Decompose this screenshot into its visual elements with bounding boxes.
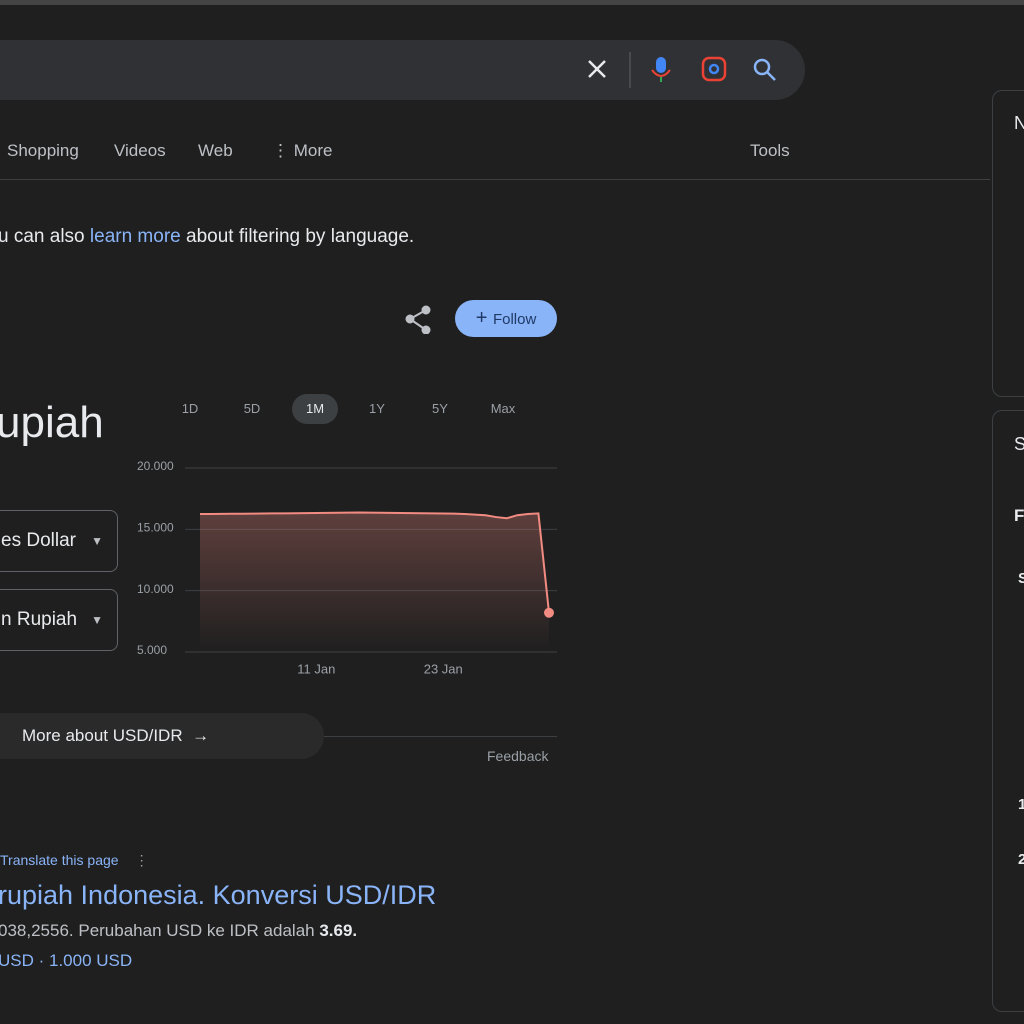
side-text: 2 [1018, 851, 1024, 868]
side-text: N [1014, 113, 1024, 133]
select-label: es Dollar [1, 530, 76, 551]
notice-link[interactable]: learn more [89, 226, 181, 247]
mic-icon[interactable] [651, 57, 671, 82]
tab[interactable]: ⋮ More [272, 141, 332, 161]
x-tick-label: 11 Jan [297, 661, 335, 676]
period-button[interactable]: 1M [292, 394, 338, 424]
lens-icon[interactable] [701, 56, 727, 82]
snippet-text: 038,2556. Perubahan USD ke IDR adalah [0, 921, 315, 940]
x-tick-label: 23 Jan [424, 661, 463, 676]
more-dots: ⋮ [272, 141, 294, 160]
tab[interactable]: Web [198, 141, 233, 160]
plus: + [475, 307, 493, 329]
select-label: n Rupiah [1, 609, 78, 630]
translate-label: Translate this page [0, 852, 119, 868]
search-icons [588, 52, 776, 88]
y-tick-label: 15.000 [137, 521, 174, 535]
period-button[interactable]: 1Y [369, 401, 385, 416]
line [200, 511, 550, 613]
y-tick-label: 5.000 [137, 643, 167, 657]
notice: u can also learn more about filtering by… [0, 226, 414, 248]
translate-link[interactable]: Translate this page ⋮ [0, 852, 149, 869]
share-icon[interactable] [404, 304, 434, 334]
search-icon[interactable] [753, 58, 776, 81]
notice-text: u can also [0, 226, 85, 247]
result-title[interactable]: rupiah Indonesia. Konversi USD/IDR [0, 880, 437, 910]
more-label: More about USD/IDR [22, 726, 183, 745]
period-button[interactable]: Max [490, 401, 516, 416]
follow-label: Follow [492, 311, 537, 328]
side-text: F [1014, 506, 1024, 525]
to-select[interactable]: n Rupiah ▼ [0, 589, 118, 651]
y-tick-label: 10.000 [137, 582, 174, 596]
side-panel [992, 410, 1024, 1012]
caret: ▼ [91, 613, 103, 627]
side-text: S [1018, 570, 1024, 587]
end-point [544, 607, 554, 618]
result-links[interactable]: USD · 1.000 USD [0, 951, 133, 970]
tools[interactable]: Tools [750, 141, 790, 160]
tab[interactable]: Videos [114, 141, 166, 160]
top-strip [0, 0, 1024, 5]
side-panel [992, 90, 1024, 397]
caret: ▼ [91, 534, 103, 548]
tabs-divider [0, 179, 990, 180]
more-button[interactable]: More about USD/IDR → [0, 713, 324, 759]
area-fill [200, 512, 549, 652]
snippet-bold: 3.69. [319, 921, 358, 940]
tab[interactable]: Shopping [7, 141, 79, 160]
period-button[interactable]: 5Y [432, 401, 448, 416]
side-text: S [1014, 434, 1024, 454]
feedback-divider [324, 736, 557, 737]
tab-label: More [293, 141, 333, 160]
clear-icon[interactable] [588, 60, 606, 78]
search-bar[interactable] [0, 40, 805, 100]
from-select[interactable]: es Dollar ▼ [0, 510, 118, 572]
notice-text: about filtering by language. [186, 226, 415, 247]
y-tick-label: 20.000 [137, 459, 174, 473]
period-button[interactable]: 1D [181, 401, 199, 416]
feedback[interactable]: Feedback [487, 748, 549, 764]
side-text: 1 [1018, 796, 1024, 813]
arrow: → [182, 726, 210, 745]
result-snippet: 038,2556. Perubahan USD ke IDR adalah 3.… [0, 921, 357, 941]
period-button[interactable]: 5D [243, 401, 261, 416]
menu-dots[interactable]: ⋮ [134, 852, 149, 868]
follow-button[interactable]: + Follow [455, 300, 557, 337]
converter-title: upiah [0, 398, 104, 447]
